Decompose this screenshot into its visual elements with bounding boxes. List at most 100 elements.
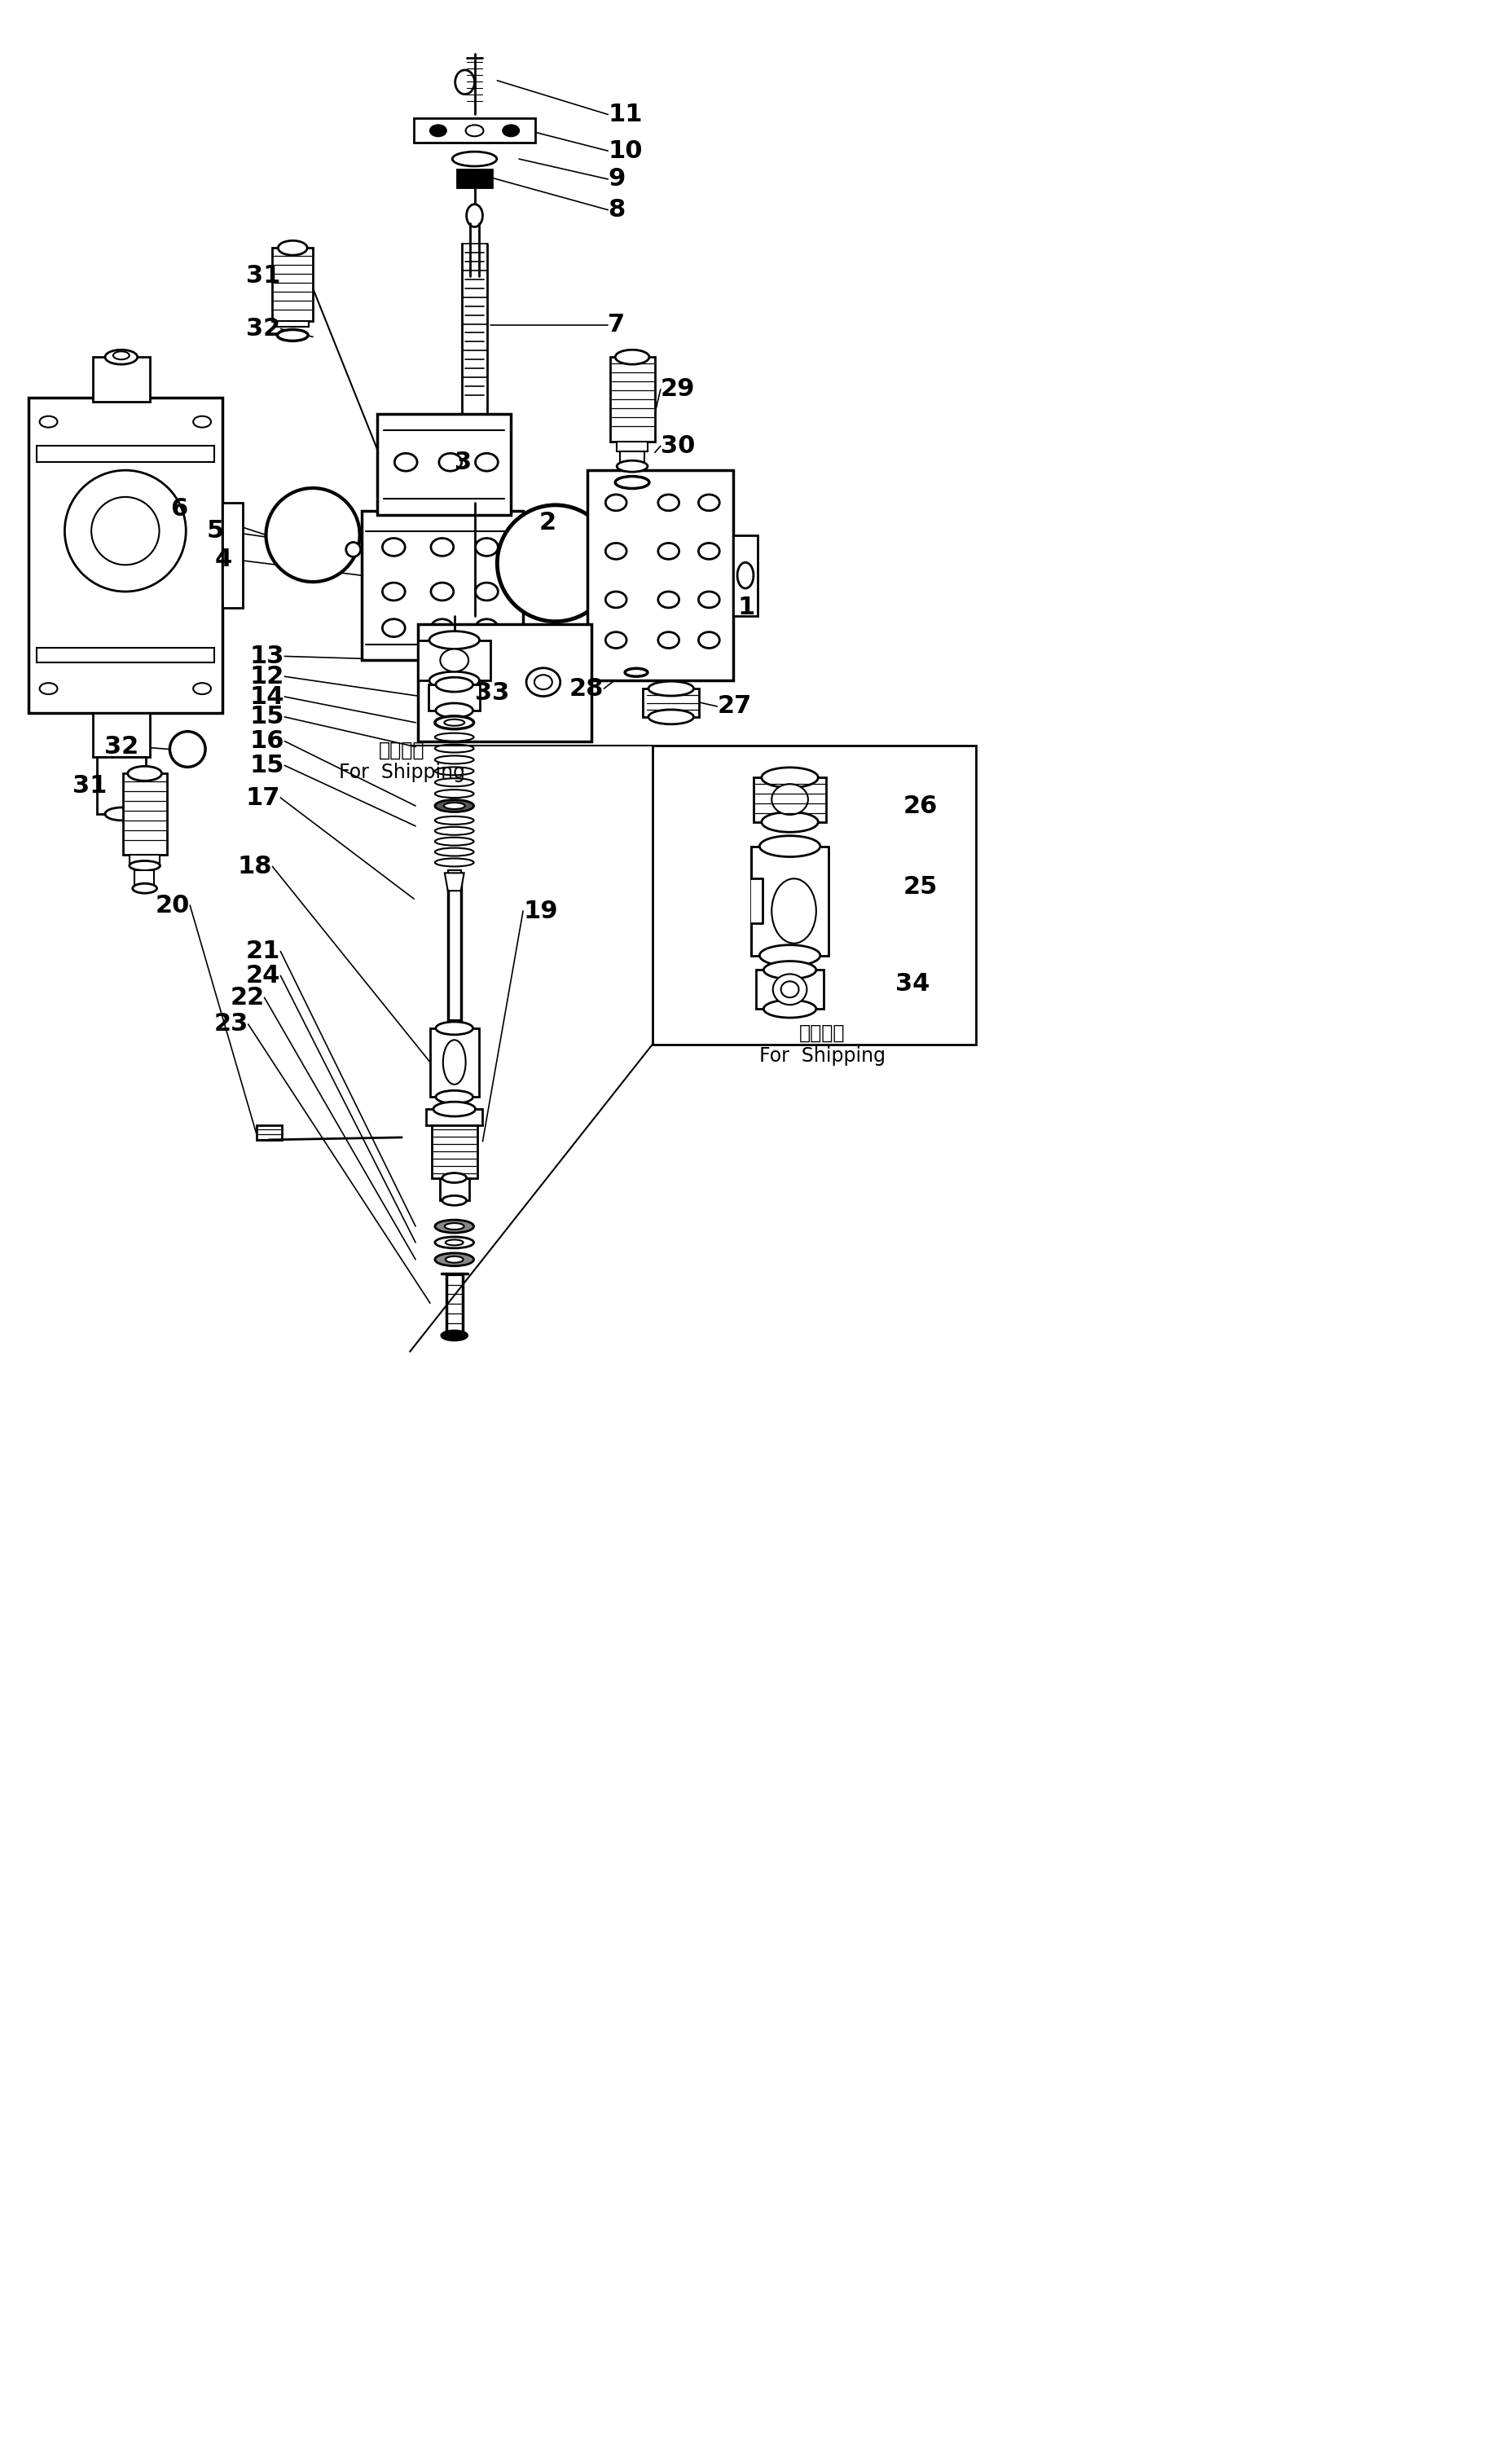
Bar <box>620 451 644 466</box>
Ellipse shape <box>773 973 808 1005</box>
Bar <box>256 1126 282 1141</box>
Ellipse shape <box>444 803 465 808</box>
Text: 26: 26 <box>903 793 937 818</box>
Bar <box>273 249 313 320</box>
Ellipse shape <box>535 675 553 690</box>
Text: 16: 16 <box>250 729 285 754</box>
Ellipse shape <box>128 766 162 781</box>
Bar <box>362 510 523 660</box>
Ellipse shape <box>383 582 405 601</box>
Ellipse shape <box>434 1101 475 1116</box>
Text: 11: 11 <box>608 103 642 126</box>
Text: 遙攬部品
For  Shipping: 遙攬部品 For Shipping <box>758 1023 885 1064</box>
Text: 15: 15 <box>250 705 285 729</box>
Bar <box>377 414 511 515</box>
Ellipse shape <box>106 350 137 365</box>
Ellipse shape <box>699 542 720 559</box>
Bar <box>92 357 149 402</box>
Ellipse shape <box>772 880 817 944</box>
Polygon shape <box>444 872 463 892</box>
Bar <box>122 774 167 855</box>
Text: 遙攬部品
For  Shipping: 遙攬部品 For Shipping <box>338 739 465 784</box>
Text: 13: 13 <box>250 646 285 668</box>
Ellipse shape <box>395 453 417 471</box>
Ellipse shape <box>444 719 465 727</box>
Ellipse shape <box>738 562 754 589</box>
Bar <box>754 779 827 823</box>
Text: 32: 32 <box>104 734 139 759</box>
Text: 32: 32 <box>246 318 280 340</box>
Bar <box>733 535 757 616</box>
Ellipse shape <box>441 668 475 697</box>
Ellipse shape <box>194 416 212 426</box>
Ellipse shape <box>605 591 627 609</box>
Ellipse shape <box>659 542 679 559</box>
Bar <box>431 1027 478 1096</box>
Ellipse shape <box>130 860 159 870</box>
Circle shape <box>381 542 396 557</box>
Ellipse shape <box>659 495 679 510</box>
Ellipse shape <box>277 330 308 340</box>
Ellipse shape <box>454 69 475 94</box>
Text: 17: 17 <box>246 786 280 811</box>
Ellipse shape <box>435 766 474 776</box>
Text: 3: 3 <box>454 451 471 473</box>
Text: 21: 21 <box>246 939 280 963</box>
Ellipse shape <box>435 1092 472 1104</box>
Bar <box>36 446 215 463</box>
Ellipse shape <box>435 1220 474 1232</box>
Ellipse shape <box>466 205 483 227</box>
Text: 20: 20 <box>155 894 191 917</box>
Text: 9: 9 <box>608 168 626 192</box>
Ellipse shape <box>763 961 817 978</box>
Ellipse shape <box>466 126 483 136</box>
Circle shape <box>364 542 378 557</box>
Ellipse shape <box>435 848 474 855</box>
Bar <box>429 685 480 710</box>
Ellipse shape <box>435 756 474 764</box>
Text: 7: 7 <box>608 313 626 338</box>
Bar <box>587 471 733 680</box>
Text: 18: 18 <box>238 855 273 877</box>
Bar <box>448 870 460 877</box>
Ellipse shape <box>475 618 498 636</box>
Bar <box>432 1126 477 1178</box>
Ellipse shape <box>446 1239 463 1244</box>
Ellipse shape <box>383 537 405 557</box>
Ellipse shape <box>435 838 474 845</box>
Bar <box>440 1178 469 1200</box>
Ellipse shape <box>435 702 472 717</box>
Ellipse shape <box>440 453 462 471</box>
Text: 31: 31 <box>72 774 107 798</box>
Text: 1: 1 <box>738 596 754 618</box>
Ellipse shape <box>431 537 453 557</box>
Ellipse shape <box>648 710 694 724</box>
Circle shape <box>170 732 206 766</box>
Ellipse shape <box>659 631 679 648</box>
Ellipse shape <box>624 668 648 678</box>
Ellipse shape <box>615 476 650 488</box>
Ellipse shape <box>431 582 453 601</box>
Ellipse shape <box>431 126 447 136</box>
Bar <box>419 641 490 680</box>
Text: 27: 27 <box>717 695 751 717</box>
Bar <box>28 397 222 712</box>
Bar <box>751 845 828 956</box>
Text: 29: 29 <box>660 377 696 402</box>
Ellipse shape <box>431 618 453 636</box>
Ellipse shape <box>446 1257 463 1262</box>
Ellipse shape <box>605 542 627 559</box>
Bar <box>617 441 648 451</box>
Ellipse shape <box>699 591 720 609</box>
Ellipse shape <box>443 1040 466 1084</box>
Ellipse shape <box>40 683 58 695</box>
Ellipse shape <box>475 537 498 557</box>
Text: 5: 5 <box>207 520 223 542</box>
Bar <box>642 687 699 717</box>
Bar <box>751 880 763 924</box>
Ellipse shape <box>435 1254 474 1266</box>
Ellipse shape <box>435 816 474 825</box>
Ellipse shape <box>526 668 560 697</box>
Ellipse shape <box>450 675 468 690</box>
Ellipse shape <box>435 788 474 798</box>
